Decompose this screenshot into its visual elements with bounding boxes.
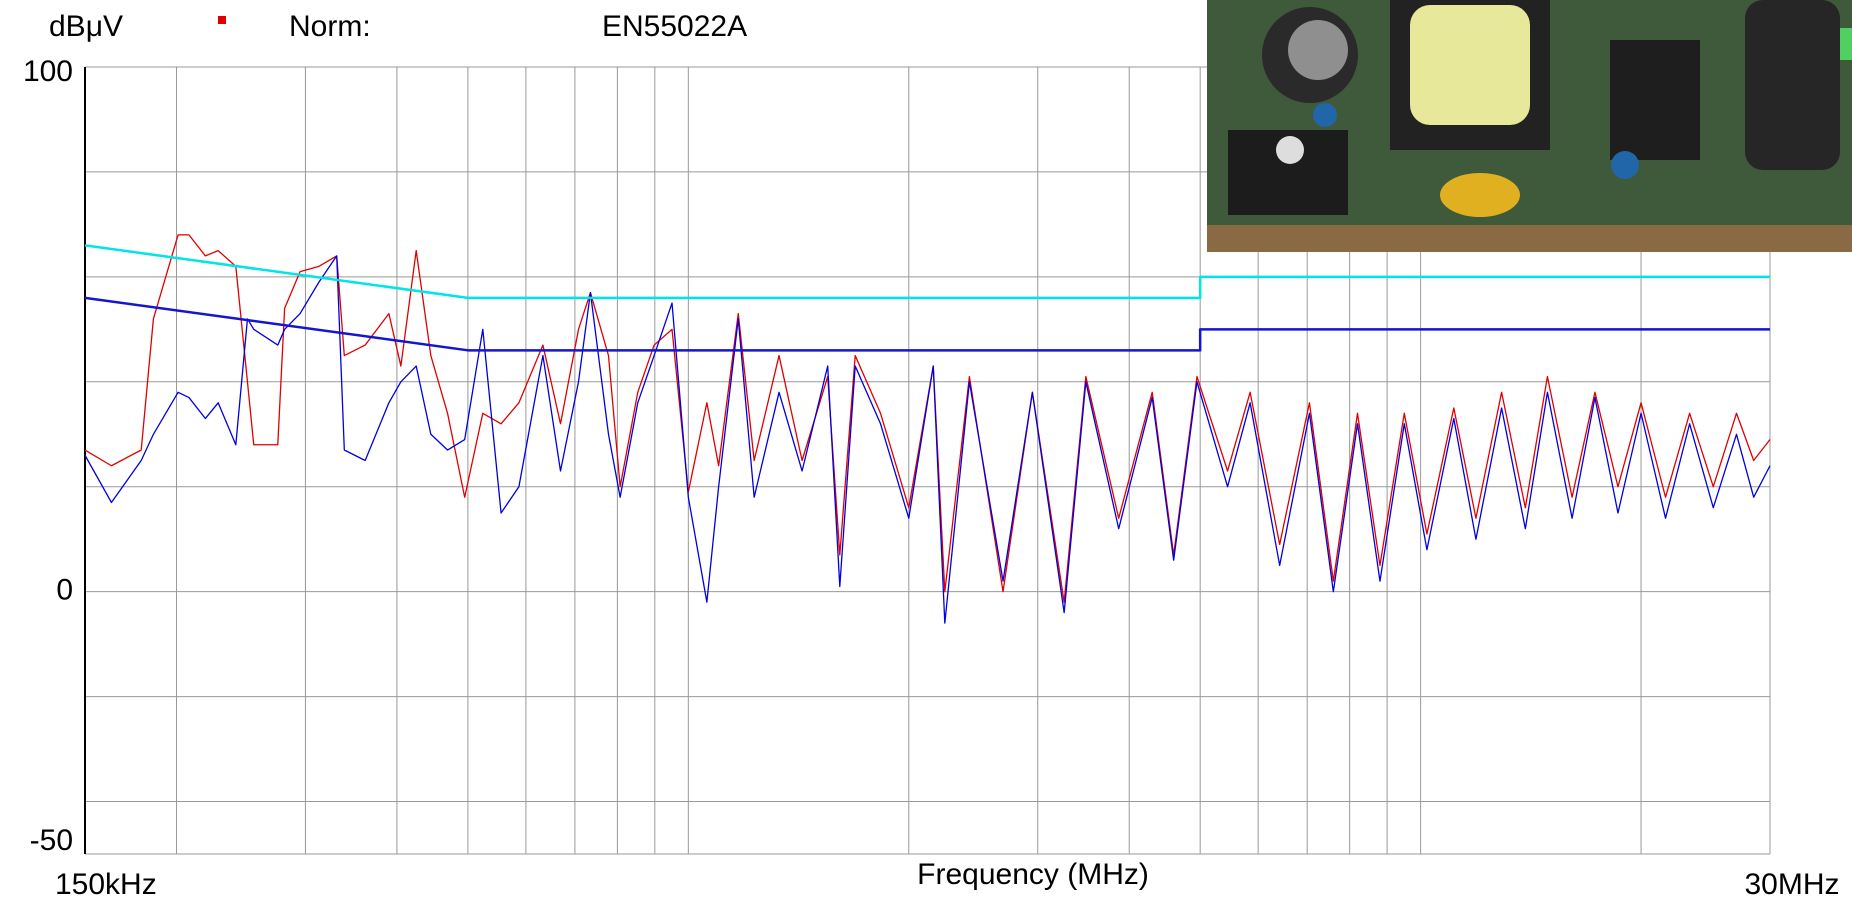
norm-marker [218, 16, 226, 24]
plot [84, 234, 1771, 624]
y-tick-label: -50 [30, 824, 73, 857]
board-photo [1207, 0, 1852, 252]
limit-line [84, 244, 1770, 300]
trace [84, 255, 1771, 624]
x-tick-label: 150kHz [55, 868, 157, 901]
trace [84, 234, 1771, 603]
y-unit: dBμV [49, 10, 123, 43]
y-tick-label: 0 [56, 574, 73, 607]
limit-line [84, 296, 1770, 352]
norm-label: Norm: [289, 10, 371, 43]
x-axis-label: Frequency (MHz) [917, 858, 1149, 891]
y-tick-label: 100 [23, 55, 73, 88]
x-tick-label: 30MHz [1744, 868, 1839, 901]
norm: EN55022A [602, 10, 747, 43]
